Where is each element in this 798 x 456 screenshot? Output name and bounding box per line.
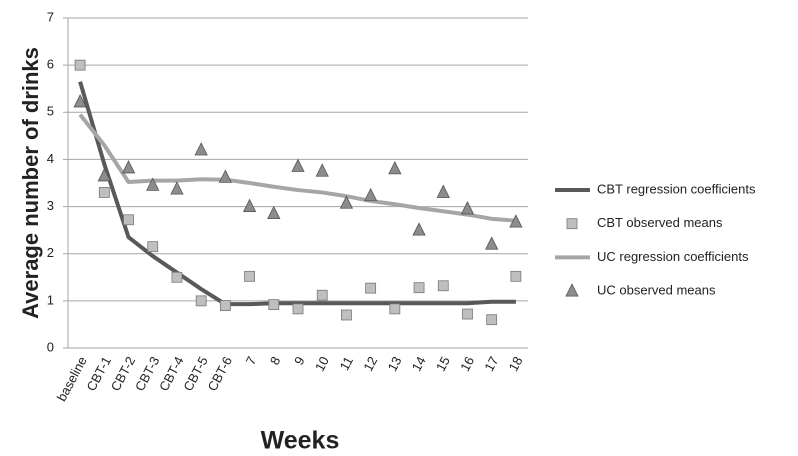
y-tick-label: 6 xyxy=(47,57,54,72)
x-tick-label: 11 xyxy=(337,354,357,373)
marker xyxy=(436,184,450,198)
marker xyxy=(147,241,159,253)
marker xyxy=(267,205,281,220)
marker xyxy=(341,309,352,321)
marker xyxy=(74,59,86,71)
marker xyxy=(195,295,207,307)
x-tick-label: 7 xyxy=(243,354,260,367)
marker xyxy=(98,187,110,198)
x-tick-label: 18 xyxy=(506,354,526,374)
legend-label: CBT observed means xyxy=(597,215,723,230)
x-tick-label: baseline xyxy=(54,354,90,404)
x-tick-label: 12 xyxy=(360,354,380,374)
x-tick-label: 17 xyxy=(481,354,501,374)
marker xyxy=(486,314,498,326)
y-tick-label: 1 xyxy=(47,292,54,307)
x-tick-label: 13 xyxy=(384,354,404,374)
y-tick-label: 0 xyxy=(47,339,54,354)
marker xyxy=(194,142,208,156)
marker xyxy=(462,308,473,320)
marker xyxy=(485,236,499,250)
x-tick-label: 10 xyxy=(312,354,332,374)
legend-label: CBT regression coefficients xyxy=(597,181,756,196)
y-tick-label: 7 xyxy=(47,9,54,24)
marker xyxy=(315,163,329,177)
marker xyxy=(413,282,425,294)
marker xyxy=(292,303,304,315)
marker xyxy=(316,289,328,301)
marker xyxy=(219,300,231,311)
marker xyxy=(171,271,183,283)
x-tick-label: 14 xyxy=(409,354,429,374)
marker xyxy=(363,187,378,202)
marker xyxy=(121,160,136,174)
marker xyxy=(170,181,184,195)
marker xyxy=(437,280,449,292)
x-axis-title: Weeks xyxy=(261,427,340,455)
marker xyxy=(339,195,354,209)
marker xyxy=(460,201,475,215)
marker xyxy=(388,160,402,175)
marker xyxy=(218,169,233,183)
x-tick-label: 9 xyxy=(291,354,308,367)
marker xyxy=(242,198,257,212)
legend-label: UC regression coefficients xyxy=(597,249,749,264)
y-tick-label: 3 xyxy=(47,198,54,213)
x-tick-label: 16 xyxy=(457,354,477,374)
marker xyxy=(268,299,280,311)
marker xyxy=(510,270,522,282)
x-tick-label: CBT-6 xyxy=(205,354,236,394)
marker xyxy=(291,158,305,172)
x-tick-label: 15 xyxy=(433,354,453,374)
marker xyxy=(123,214,134,226)
marker xyxy=(509,214,523,228)
y-axis-title: Average number of drinks xyxy=(18,47,43,319)
legend-swatch xyxy=(565,283,579,297)
marker xyxy=(389,303,401,315)
legend-swatch xyxy=(566,218,578,230)
marker xyxy=(97,168,111,182)
y-tick-label: 2 xyxy=(47,245,54,260)
marker xyxy=(412,222,426,236)
marker xyxy=(365,282,377,294)
line xyxy=(78,81,516,307)
legend-label: UC observed means xyxy=(597,283,716,298)
y-tick-label: 5 xyxy=(47,104,54,119)
y-tick-label: 4 xyxy=(47,151,54,166)
x-tick-label: 8 xyxy=(267,354,284,367)
marker xyxy=(73,94,87,108)
marker xyxy=(146,177,160,191)
marker xyxy=(244,270,255,282)
